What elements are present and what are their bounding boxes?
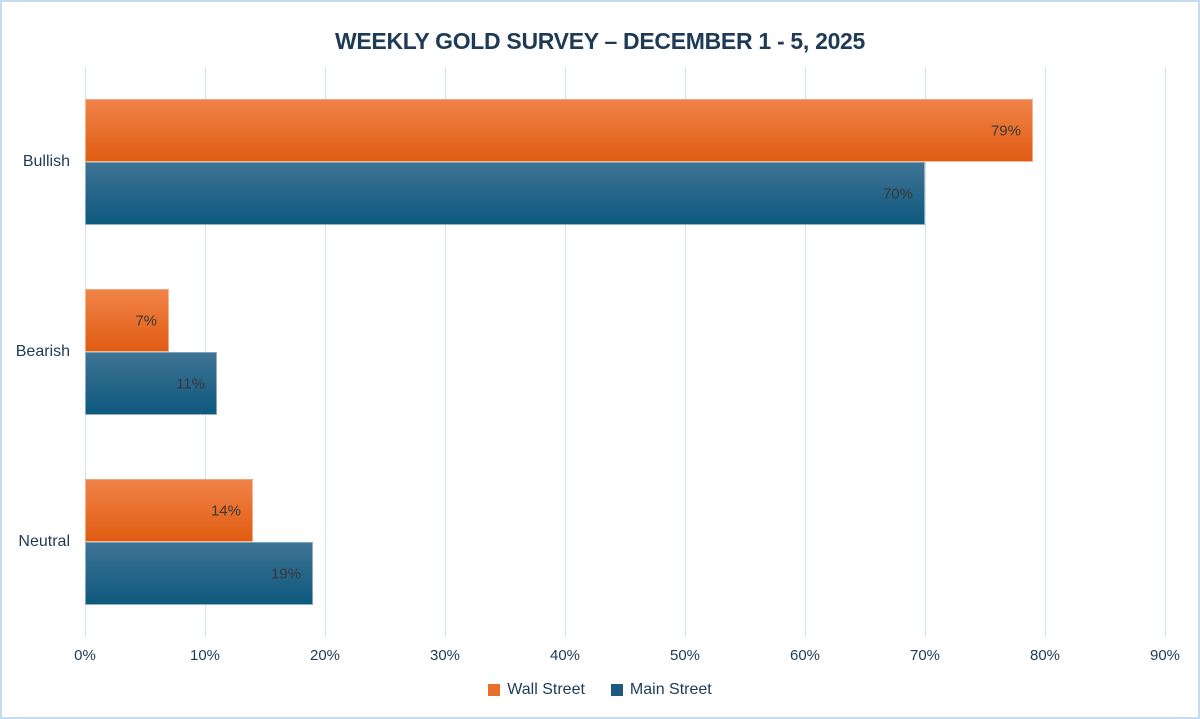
category-label: Bullish: [22, 153, 70, 170]
bar-value-label: 79%: [990, 122, 1021, 139]
legend-swatch: [610, 684, 623, 696]
x-tick-label: 60%: [789, 647, 821, 664]
gridline: [1165, 67, 1166, 637]
x-tick-label: 80%: [1029, 647, 1061, 664]
gridline: [445, 67, 446, 637]
gridline: [925, 67, 926, 637]
gridline: [805, 67, 806, 637]
bar-value-label: 70%: [882, 185, 913, 202]
bar-wall-street: 14%: [85, 479, 253, 542]
bar-wall-street: 79%: [85, 99, 1033, 162]
bar-group: 7% 11%: [85, 257, 1165, 447]
x-tick-label: 50%: [669, 647, 701, 664]
x-tick-label: 70%: [909, 647, 941, 664]
legend-item-main-street: Main Street: [610, 681, 712, 699]
legend-label: Main Street: [629, 681, 712, 698]
gridline: [325, 67, 326, 637]
bar-pair: 79% 70%: [85, 99, 1165, 225]
bar-pair: 7% 11%: [85, 289, 1165, 415]
bar-main-street: 19%: [85, 542, 313, 605]
bar-value-label: 14%: [210, 502, 241, 519]
bar-pair: 14% 19%: [85, 479, 1165, 605]
legend-label: Wall Street: [507, 681, 585, 698]
x-tick-label: 90%: [1149, 647, 1181, 664]
bar-group: 79% 70%: [85, 67, 1165, 257]
chart-title: WEEKLY GOLD SURVEY – DECEMBER 1 - 5, 202…: [334, 28, 866, 54]
bar-value-label: 11%: [176, 375, 205, 392]
x-tick-label: 20%: [309, 647, 341, 664]
gridline: [685, 67, 686, 637]
bar-main-street: 70%: [85, 162, 925, 225]
plot-area: 79% 70% 7% 11% 14% 19%: [85, 67, 1166, 637]
bar-wall-street: 7%: [85, 289, 169, 352]
category-label: Bearish: [15, 343, 70, 360]
x-tick-label: 30%: [429, 647, 461, 664]
bar-group: 14% 19%: [85, 447, 1165, 637]
legend-swatch: [488, 684, 501, 696]
x-tick-label: 10%: [189, 647, 221, 664]
gridline: [565, 67, 566, 637]
bar-value-label: 7%: [135, 312, 157, 329]
bar-main-street: 11%: [85, 352, 217, 415]
category-label: Neutral: [18, 533, 70, 550]
gridline: [1045, 67, 1046, 637]
category-axis: Bullish Bearish Neutral: [2, 67, 70, 637]
bar-value-label: 19%: [270, 565, 301, 582]
x-tick-label: 40%: [549, 647, 581, 664]
value-axis: 0% 10% 20% 30% 40% 50% 60% 70% 80% 90%: [74, 647, 1180, 667]
legend-item-wall-street: Wall Street: [488, 681, 585, 699]
legend: Wall Street Main Street: [2, 681, 1198, 699]
x-tick-label: 0%: [74, 647, 96, 664]
